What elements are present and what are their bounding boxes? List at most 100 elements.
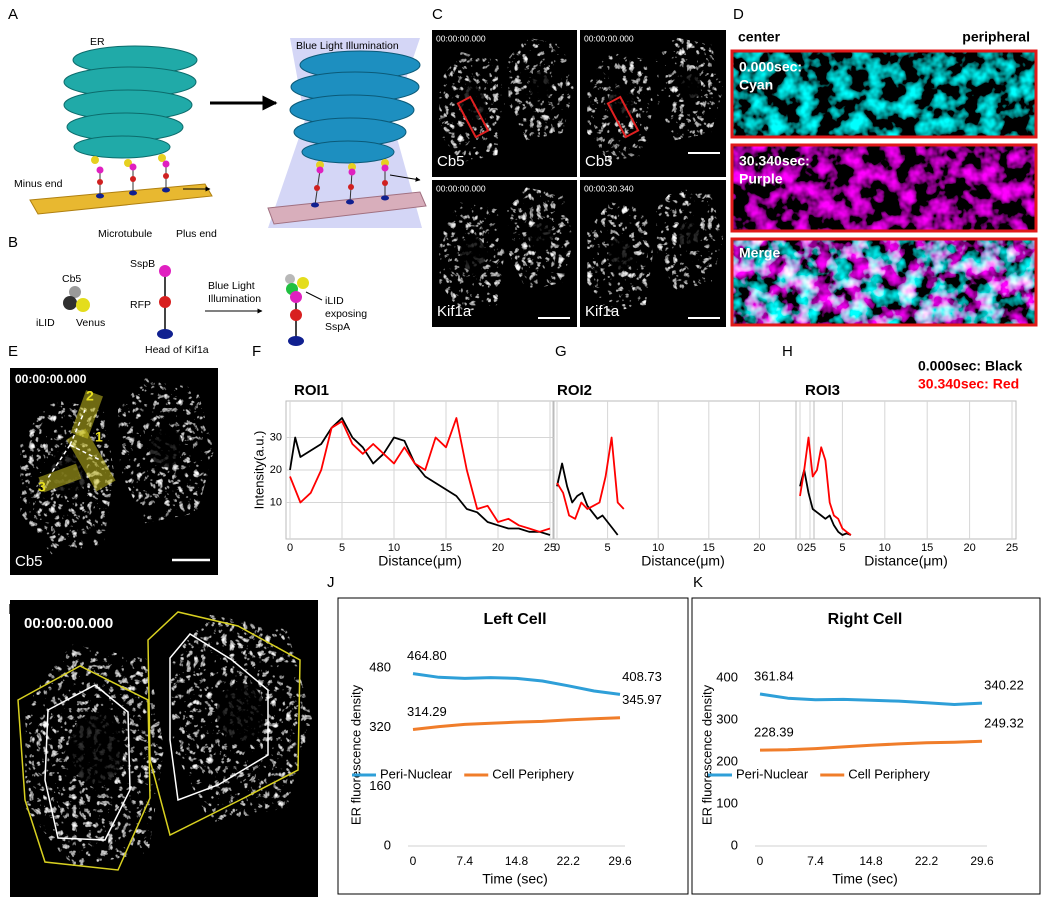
- schematic-a: ER Blue Light Illumination Minus end Mic…: [14, 36, 427, 240]
- ilid-icon: [63, 296, 77, 310]
- panel-letter: H: [782, 343, 793, 360]
- y-tick-label: 200: [716, 753, 738, 768]
- y-tick-label: 0: [384, 837, 391, 852]
- x-tick-label: 25: [804, 542, 816, 554]
- legend-entry: Cell Periphery: [848, 766, 930, 781]
- x-tick-label: 25: [1006, 542, 1018, 554]
- channel-label: Cb5: [15, 553, 43, 570]
- y-tick-label: 160: [369, 778, 391, 793]
- panel-letter: C: [432, 6, 443, 23]
- label: Cb5: [62, 273, 81, 285]
- chart-title: ROI1: [294, 382, 329, 399]
- x-tick-label: 0: [287, 542, 293, 554]
- x-tick-label: 14.8: [505, 854, 529, 868]
- image-texture: [732, 51, 1036, 137]
- label: 30.340sec:: [739, 153, 810, 169]
- series-line: [556, 462, 619, 536]
- x-tick-label: 15: [703, 542, 715, 554]
- roi-line: [69, 409, 86, 446]
- roi-band: [66, 428, 116, 492]
- series-line: [412, 672, 621, 696]
- er-left: [63, 45, 198, 159]
- panel-letter: A: [8, 6, 18, 23]
- y-tick-label: 30: [270, 431, 282, 443]
- x-axis-label: Distance(μm): [864, 553, 948, 569]
- panel-d: center peripheral 0.000sec: Cyan 30.340s…: [730, 29, 1038, 327]
- x-tick-label: 0: [757, 854, 764, 868]
- label: Cyan: [739, 77, 773, 93]
- label: iLID: [325, 295, 344, 307]
- label: Minus end: [14, 178, 63, 190]
- label: Purple: [739, 171, 783, 187]
- panel-letter: E: [8, 343, 18, 360]
- label: Merge: [739, 245, 780, 261]
- rfp-icon: [159, 296, 171, 308]
- x-tick-label: 10: [652, 542, 664, 554]
- roi-box: [606, 95, 640, 139]
- roi-number: 2: [86, 388, 94, 404]
- image-texture: [732, 239, 1036, 325]
- value-label: 340.22: [984, 678, 1024, 693]
- x-tick-label: 20: [963, 542, 975, 554]
- chart-frame: [691, 597, 1041, 895]
- nucleus: [459, 235, 486, 272]
- channel-label: Cb5: [585, 153, 613, 170]
- roi-line: [69, 444, 101, 461]
- x-tick-label: 14.8: [859, 854, 883, 868]
- timestamp: 00:00:00.000: [15, 372, 87, 386]
- value-label: 228.39: [754, 725, 794, 740]
- outline-outer: [17, 665, 151, 871]
- x-axis-label: Distance(μm): [378, 553, 462, 569]
- label: center: [738, 29, 781, 45]
- head-icon: [157, 329, 173, 339]
- x-tick-label: 20: [492, 542, 504, 554]
- motors-left: [96, 160, 170, 199]
- timestamp: 00:00:00.000: [436, 33, 486, 43]
- label: Blue Light: [208, 280, 255, 292]
- x-tick-label: 7.4: [456, 854, 473, 868]
- image-border: [730, 49, 1038, 139]
- series-line: [412, 716, 621, 731]
- y-tick-label: 0: [731, 837, 738, 852]
- merge-layer: [732, 239, 1036, 325]
- y-tick-label: 100: [716, 795, 738, 810]
- timestamp: 00:00:00.000: [584, 33, 634, 43]
- image-texture: [732, 145, 1036, 231]
- nucleus: [68, 712, 124, 785]
- label: SspA: [325, 321, 350, 333]
- icon: [285, 274, 295, 284]
- y-tick-label: 10: [270, 496, 282, 508]
- series-line: [799, 469, 852, 536]
- x-tick-label: 25: [544, 542, 556, 554]
- roi-band: [38, 463, 82, 493]
- value-label: 345.97: [622, 692, 662, 707]
- arrow: [389, 174, 421, 182]
- image-border: [730, 143, 1038, 233]
- x-tick-label: 22.2: [915, 854, 939, 868]
- x-tick-label: 0: [554, 542, 560, 554]
- leader: [305, 291, 323, 301]
- x-tick-label: 0: [410, 854, 417, 868]
- y-tick-label: 300: [716, 711, 738, 726]
- legend-entry: Peri-Nuclear: [736, 766, 809, 781]
- x-tick-label: 7.4: [807, 854, 824, 868]
- nucleus: [677, 71, 702, 101]
- series-line: [759, 739, 983, 752]
- x-axis-label: Time (sec): [482, 871, 548, 887]
- x-tick-label: 20: [753, 542, 765, 554]
- chart-title: Left Cell: [483, 611, 546, 628]
- roi-number: 1: [95, 429, 103, 445]
- chart-title: ROI2: [557, 382, 592, 399]
- x-tick-label: 22.2: [557, 854, 581, 868]
- legend-entry: Peri-Nuclear: [380, 766, 453, 781]
- value-label: 408.73: [622, 669, 662, 684]
- panel-letter: F: [252, 343, 261, 360]
- plot-frame: [795, 400, 1017, 540]
- panel-letter: K: [693, 574, 703, 591]
- roi-box: [456, 95, 490, 139]
- y-tick-label: 480: [369, 659, 391, 674]
- legend-entry: 0.000sec: Black: [918, 358, 1023, 374]
- panel-letter: B: [8, 234, 18, 251]
- label: Illumination: [208, 293, 261, 305]
